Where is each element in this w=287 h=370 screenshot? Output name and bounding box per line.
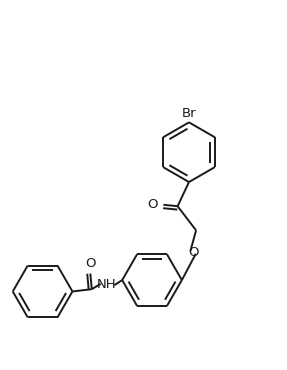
- Text: O: O: [147, 198, 158, 211]
- Text: Br: Br: [182, 107, 196, 120]
- Text: O: O: [85, 257, 96, 270]
- Text: NH: NH: [97, 278, 117, 291]
- Text: O: O: [188, 246, 199, 259]
